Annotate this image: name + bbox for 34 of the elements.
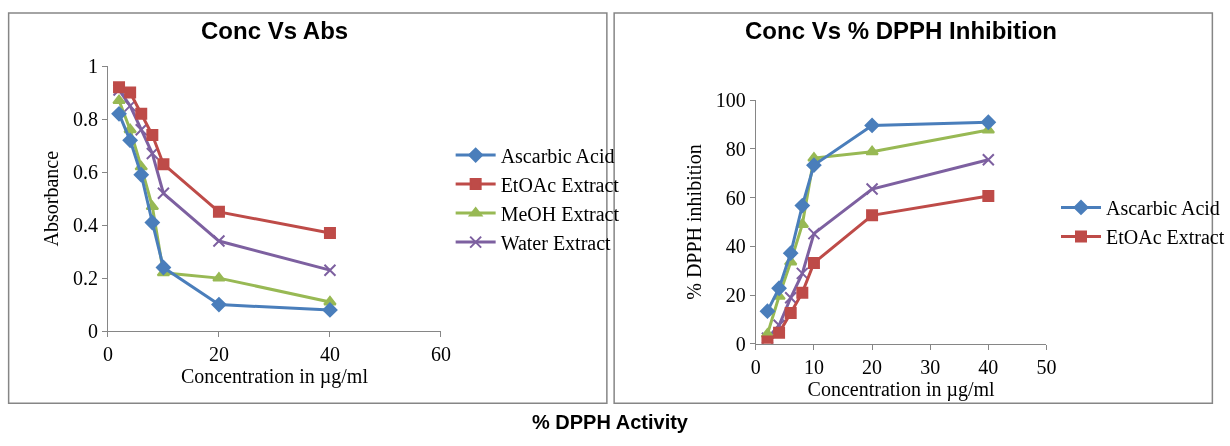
y-tick-label: 0.2: [72, 267, 98, 290]
x-tick-label: 10: [803, 355, 824, 378]
x-axis-title: Concentration in µg/ml: [807, 377, 996, 401]
y-tick-label: 80: [725, 137, 746, 160]
x-tick-label: 30: [920, 355, 941, 378]
x-tick-label: 20: [862, 355, 883, 378]
x-tick-label: 60: [430, 343, 451, 366]
chart-title: Conc Vs % DPPH Inhibition: [745, 17, 1058, 44]
x-tick-label: 50: [1036, 355, 1057, 378]
y-tick-label: 100: [715, 89, 746, 112]
x-tick-label: 0: [102, 343, 113, 366]
text: % DPPH Activity: [532, 411, 689, 433]
legend-label: Ascarbic Acid: [1106, 197, 1220, 220]
y-tick-label: 0.8: [72, 108, 98, 131]
y-tick-label: 20: [725, 284, 746, 307]
y-axis-title: % DPPH inhibition: [683, 144, 706, 300]
x-tick-label: 40: [319, 343, 340, 366]
legend-label: MeOH Extract: [500, 202, 620, 225]
y-tick-label: 60: [725, 186, 746, 209]
legend-label: Water Extract: [500, 231, 612, 254]
chart-title: Conc Vs Abs: [201, 17, 349, 44]
y-tick-label: 0: [87, 320, 98, 343]
y-tick-label: 40: [725, 235, 746, 258]
x-tick-label: 0: [750, 355, 761, 378]
y-tick-label: 0.6: [72, 161, 98, 184]
y-tick-label: 1: [87, 55, 98, 78]
y-axis-title: Absorbance: [40, 150, 63, 247]
x-axis-title: Concentration in µg/ml: [180, 365, 369, 389]
x-tick-label: 40: [978, 355, 999, 378]
y-tick-label: 0.4: [72, 214, 98, 237]
legend-label: EtOAc Extract: [500, 173, 620, 196]
x-tick-label: 20: [208, 343, 229, 366]
legend-label: Ascarbic Acid: [500, 144, 615, 167]
legend-label: EtOAc Extract: [1106, 226, 1225, 249]
